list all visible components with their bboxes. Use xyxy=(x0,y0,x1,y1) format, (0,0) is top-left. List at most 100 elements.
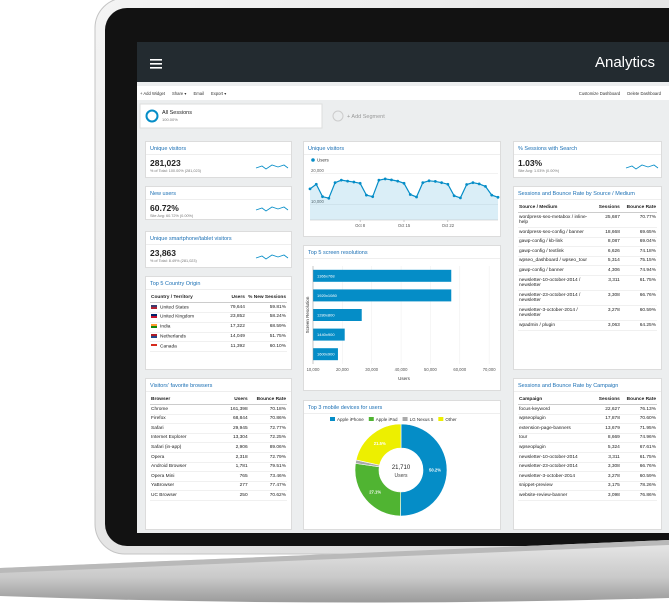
toolbar-button[interactable]: Export ▾ xyxy=(211,91,226,96)
table-cell: 277 xyxy=(218,481,249,492)
toolbar-button[interactable]: Customize Dashboard xyxy=(579,91,621,96)
cell-text: United States xyxy=(160,304,189,310)
cell-text: Canada xyxy=(160,344,177,350)
table-cell: 1,781 xyxy=(218,462,249,473)
cell-text: 59.81% xyxy=(269,304,286,310)
widget-title: Unique smartphone/tablet visitors xyxy=(146,232,291,245)
column-header: Bounce Rate xyxy=(248,395,287,405)
table-cell: 69.04% xyxy=(620,237,657,248)
add-segment[interactable]: + Add Segment xyxy=(347,114,385,120)
cell-text: 70.77% xyxy=(639,214,656,220)
cell-text: 277 xyxy=(239,483,248,489)
cell-text: newsletter-23-october-2014 / newsletter xyxy=(519,292,581,303)
table-cell: 76.86% xyxy=(620,490,657,501)
table-cell: 3,308 xyxy=(593,290,621,306)
table-cell: 70.77% xyxy=(620,212,657,228)
table-cell: 8,087 xyxy=(593,237,621,248)
table-cell: 66.76% xyxy=(620,462,657,473)
table-cell: 89.06% xyxy=(248,442,287,453)
cell-text: 61.75% xyxy=(639,277,656,283)
table-cell: wpseoplugin xyxy=(518,414,594,425)
table-cell: tour xyxy=(518,433,594,444)
metric-note: Site Avg: 1.03% (0.00%) xyxy=(518,169,560,173)
metric-note: % of Total: 100.00% (281,023) xyxy=(150,169,202,173)
table-cell: newsletter-23-october-2014 / newsletter xyxy=(518,290,594,306)
widget: Visitors' favorite browsers Browser Users B… xyxy=(145,378,292,530)
cell-text: 79,644 xyxy=(230,304,245,310)
cell-text: 13,679 xyxy=(605,425,620,431)
flag-icon xyxy=(151,334,157,339)
cell-text: wordpress-seo-metabox / inline-help xyxy=(519,214,588,225)
cell-text: wpseoplugin xyxy=(519,416,546,422)
table-cell: 250 xyxy=(218,490,249,501)
cell-text: 72.79% xyxy=(269,454,286,460)
cell-text: Safari xyxy=(151,425,164,431)
table-cell: Android Browser xyxy=(150,462,219,473)
widget: New users 60.72% Site Avg: 60.72% (0.00%) xyxy=(145,186,292,220)
cell-text: 25,687 xyxy=(605,214,620,220)
table-cell: 3,311 xyxy=(593,452,621,463)
cell-text: 51.75% xyxy=(269,334,286,340)
table-cell: 78.26% xyxy=(620,481,657,492)
app-header xyxy=(137,42,669,82)
table-row: extension-page-banners 13,679 71.95% xyxy=(518,423,657,434)
segment-box[interactable] xyxy=(139,103,323,129)
widget: % Sessions with Search 1.03% Site Avg: 1.0… xyxy=(513,141,662,178)
cell-text: Firefox xyxy=(151,416,166,422)
cell-text: 1,781 xyxy=(235,464,248,470)
table-row: Firefox 68,844 70.86% xyxy=(150,414,287,425)
table-cell: 70.86% xyxy=(248,414,287,425)
table-row: wpseoplugin 17,878 70.60% xyxy=(518,414,657,425)
cell-text: 13,304 xyxy=(232,435,248,441)
cell-text: 68.59% xyxy=(269,324,286,330)
cell-text: 3,308 xyxy=(607,464,620,470)
cell-text: Internet Explorer xyxy=(151,435,187,441)
cell-text: 18,668 xyxy=(605,229,620,235)
table-cell: 68.59% xyxy=(245,322,287,333)
table-cell: newsletter-3-october-2014 xyxy=(518,471,594,482)
table-cell: India xyxy=(150,322,216,333)
table-cell: 11,392 xyxy=(215,341,246,353)
cell-text: 23,852 xyxy=(230,314,245,320)
table-row: website-review-banner 3,098 76.86% xyxy=(518,490,657,501)
cell-text: gawp-config / kb-link xyxy=(519,239,563,245)
toolbar-button[interactable]: Delete Dashboard xyxy=(627,91,661,96)
cell-text: 14,049 xyxy=(230,334,245,340)
cell-text: extension-page-banners xyxy=(519,425,571,431)
cell-text: 3,311 xyxy=(608,277,620,283)
table-cell: Internet Explorer xyxy=(150,433,219,444)
menu-icon[interactable] xyxy=(150,59,162,61)
table-cell: 70.18% xyxy=(248,404,287,415)
table-cell: Safari (in-app) xyxy=(150,442,219,453)
toolbar-button[interactable]: + Add Widget xyxy=(140,91,166,96)
table-cell: 69.65% xyxy=(620,227,657,238)
column-header: Country / Territory xyxy=(150,293,216,303)
table-row: Netherlands 14,049 51.75% xyxy=(150,332,287,343)
menu-icon[interactable] xyxy=(150,67,162,69)
table-cell: 3,278 xyxy=(593,305,621,321)
table-row: Internet Explorer 13,304 72.25% xyxy=(150,433,287,444)
table-cell: 60.59% xyxy=(620,471,657,482)
table-row: Safari 29,945 72.77% xyxy=(150,423,287,434)
table-row: United States 79,644 59.81% xyxy=(150,302,287,313)
cell-text: YaBrowser xyxy=(151,483,175,489)
table-row: newsletter-10-october-2014 / newsletter 3… xyxy=(518,275,657,291)
cell-text: newsletter-10-october-2014 xyxy=(519,454,578,460)
cell-text: 17,878 xyxy=(605,416,620,422)
cell-text: 8,087 xyxy=(607,239,620,245)
add-segment-icon[interactable] xyxy=(332,110,344,122)
cell-text: 70.86% xyxy=(269,416,286,422)
cell-text: 71.95% xyxy=(639,425,656,431)
cell-text: 11,392 xyxy=(230,344,245,350)
toolbar-button[interactable]: Email xyxy=(193,91,204,96)
menu-icon[interactable] xyxy=(150,63,162,65)
toolbar-button[interactable]: Share ▾ xyxy=(172,91,186,96)
table-cell: 17,878 xyxy=(593,414,621,425)
table-cell: 61.75% xyxy=(620,275,657,291)
table-row: UC Browser 250 70.62% xyxy=(150,490,287,501)
cell-text: 8,669 xyxy=(607,435,620,441)
cell-text: 70.60% xyxy=(639,416,656,422)
widget: Unique visitors 281,023% of Total: 100.00… xyxy=(145,141,292,178)
column-header: Bounce Rate xyxy=(620,203,657,213)
table-cell: 6,626 xyxy=(593,246,621,257)
